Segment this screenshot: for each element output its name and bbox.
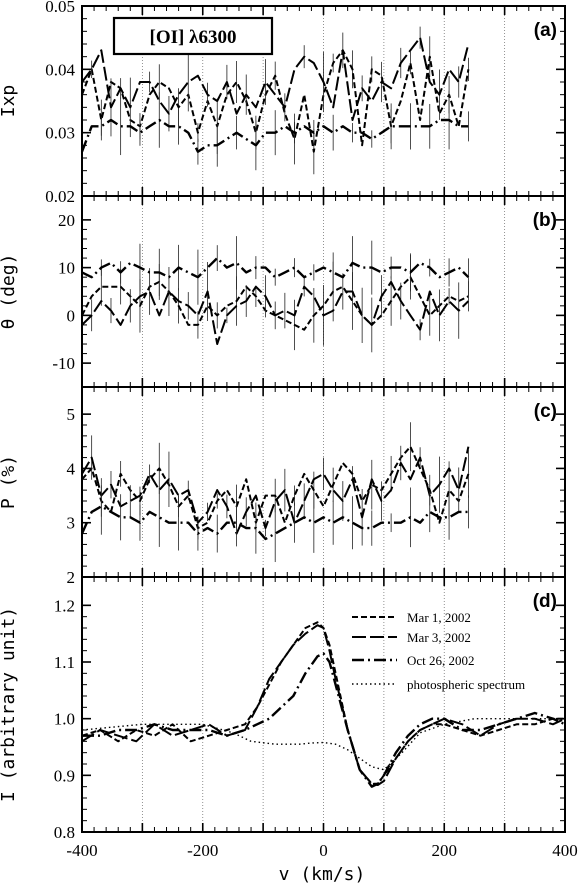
panel-a: 0.02 0.03 0.04 0.05 (a) Ixp bbox=[0, 0, 566, 206]
y-tick-label: 0.9 bbox=[54, 766, 75, 785]
panel-d: 0.8 0.9 1.0 1.1 1.2 (d) I (arbitrary unit) bbox=[0, 576, 566, 842]
y-tick-label: 0 bbox=[67, 306, 76, 325]
x-tick-label: 400 bbox=[552, 841, 578, 860]
series-long-dash-line bbox=[81, 36, 470, 121]
series-short-dash-line bbox=[81, 49, 470, 153]
series-long-dash-line bbox=[81, 624, 566, 786]
chart-title: [OI] λ6300 bbox=[150, 27, 237, 48]
x-tick-label: 200 bbox=[432, 841, 458, 860]
y-axis-title-c: P (%) bbox=[0, 455, 19, 509]
panel-label-b: (b) bbox=[533, 210, 557, 231]
y-tick-label: 1.1 bbox=[54, 653, 75, 672]
y-axis-title-b: θ (deg) bbox=[0, 254, 19, 330]
series-long-dash-line bbox=[81, 446, 470, 535]
series-dash-dot-line bbox=[80, 505, 469, 541]
x-tick-label: -400 bbox=[66, 841, 97, 860]
title-box: [OI] λ6300 bbox=[112, 16, 274, 56]
legend-label-3: photospheric spectrum bbox=[407, 677, 525, 692]
y-tick-label: 4 bbox=[67, 459, 76, 478]
legend: Mar 1, 2002 Mar 3, 2002 Oct 26, 2002 pho… bbox=[352, 610, 525, 692]
legend-label-0: Mar 1, 2002 bbox=[407, 610, 471, 625]
panel-label-d: (d) bbox=[533, 591, 557, 612]
y-axis-title-d: I (arbitrary unit) bbox=[0, 607, 19, 802]
legend-entry-3: photospheric spectrum bbox=[352, 677, 525, 692]
panel-label-c: (c) bbox=[534, 401, 557, 422]
legend-entry-2: Oct 26, 2002 bbox=[352, 653, 475, 668]
series-long-dash-line bbox=[81, 280, 470, 345]
y-tick-label: -10 bbox=[52, 354, 75, 373]
y-tick-label: 0.8 bbox=[54, 823, 75, 842]
legend-label-1: Mar 3, 2002 bbox=[407, 630, 471, 645]
y-tick-label: 10 bbox=[58, 259, 75, 278]
legend-entry-0: Mar 1, 2002 bbox=[352, 610, 471, 625]
y-tick-label: 1.2 bbox=[54, 596, 75, 615]
y-tick-label: 0.03 bbox=[45, 124, 75, 143]
y-tick-label: 0.05 bbox=[45, 0, 75, 16]
y-tick-label: 1.0 bbox=[54, 710, 75, 729]
x-tick-label: -200 bbox=[187, 841, 218, 860]
series-short-dash-line bbox=[81, 445, 470, 530]
legend-label-2: Oct 26, 2002 bbox=[407, 653, 475, 668]
y-tick-label: 2 bbox=[67, 568, 76, 587]
legend-entry-1: Mar 3, 2002 bbox=[352, 630, 471, 645]
panel-label-a: (a) bbox=[534, 20, 557, 41]
panel-c: 2 3 4 5 (c) P (%) bbox=[0, 386, 566, 587]
panel-b: -10 0 10 20 (b) θ (deg) bbox=[0, 195, 566, 388]
series-dash-dot-line bbox=[82, 652, 566, 788]
y-tick-label: 20 bbox=[58, 211, 75, 230]
series-dotted-line bbox=[81, 718, 565, 771]
x-axis-title: v (km/s) bbox=[279, 864, 366, 884]
y-axis-title-a: Ixp bbox=[0, 85, 19, 118]
y-tick-label: 0.02 bbox=[45, 187, 75, 206]
y-tick-label: 0.04 bbox=[45, 60, 75, 79]
y-tick-label: 3 bbox=[67, 514, 76, 533]
series-dash-dot-line bbox=[80, 118, 469, 153]
y-tick-label: 5 bbox=[67, 405, 76, 424]
x-tick-label: 0 bbox=[319, 841, 328, 860]
